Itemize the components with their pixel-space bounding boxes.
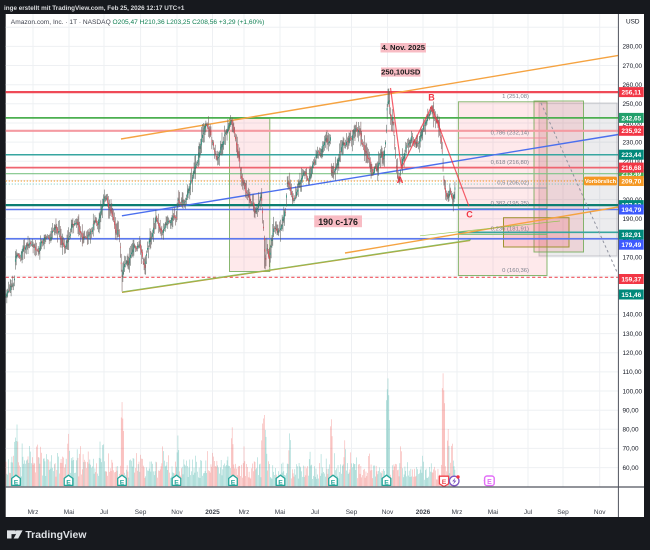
svg-text:159,37: 159,37: [621, 276, 641, 283]
svg-text:220,00: 220,00: [623, 159, 643, 166]
svg-text:E: E: [174, 479, 179, 486]
svg-text:140,00: 140,00: [623, 312, 643, 319]
svg-text:E: E: [231, 479, 236, 486]
svg-text:190 c-176: 190 c-176: [318, 217, 358, 227]
svg-text:E: E: [487, 479, 492, 486]
svg-text:90,00: 90,00: [623, 408, 639, 415]
svg-text:Sep: Sep: [557, 509, 569, 516]
svg-text:0,786 (232,14): 0,786 (232,14): [491, 130, 529, 136]
svg-text:Mai: Mai: [275, 509, 285, 516]
svg-text:270,00: 270,00: [623, 63, 643, 70]
svg-text:120,00: 120,00: [623, 350, 643, 357]
svg-text:2026: 2026: [416, 509, 431, 516]
svg-text:194,79: 194,79: [621, 207, 641, 214]
svg-text:Jul: Jul: [524, 509, 533, 516]
svg-text:USD: USD: [626, 18, 640, 25]
svg-text:Mrz: Mrz: [28, 509, 39, 516]
svg-text:151,46: 151,46: [621, 292, 641, 299]
svg-text:E: E: [14, 479, 19, 486]
svg-text:0,5 (206,02): 0,5 (206,02): [497, 180, 529, 186]
svg-text:E: E: [120, 479, 125, 486]
svg-text:80,00: 80,00: [623, 427, 639, 434]
svg-text:213,49: 213,49: [621, 171, 641, 178]
svg-text:E: E: [442, 479, 447, 486]
svg-text:4. Nov. 2025: 4. Nov. 2025: [382, 43, 426, 52]
svg-text:110,00: 110,00: [623, 369, 643, 376]
svg-text:235,92: 235,92: [621, 128, 641, 135]
svg-text:280,00: 280,00: [623, 44, 643, 51]
svg-text:Mrz: Mrz: [452, 509, 463, 516]
svg-text:240,00: 240,00: [623, 120, 643, 127]
svg-text:130,00: 130,00: [623, 331, 643, 338]
svg-text:230,00: 230,00: [623, 139, 643, 146]
svg-text:179,49: 179,49: [621, 242, 641, 249]
svg-text:E: E: [331, 479, 336, 486]
svg-text:209,70: 209,70: [621, 178, 641, 185]
svg-text:260,00: 260,00: [623, 82, 643, 89]
svg-text:256,11: 256,11: [622, 90, 642, 97]
svg-text:Sep: Sep: [346, 509, 358, 516]
svg-text:0,236 (181,91): 0,236 (181,91): [491, 227, 529, 233]
svg-text:0,618 (216,80): 0,618 (216,80): [491, 160, 529, 166]
svg-text:60,00: 60,00: [623, 465, 639, 472]
svg-text:100,00: 100,00: [623, 388, 643, 395]
svg-text:0 (160,36): 0 (160,36): [502, 268, 529, 274]
svg-text:242,65: 242,65: [621, 115, 641, 122]
svg-text:250,00: 250,00: [623, 101, 643, 108]
svg-text:182,91: 182,91: [621, 232, 641, 239]
svg-text:E: E: [384, 479, 389, 486]
svg-text:0,382 (195,25): 0,382 (195,25): [491, 201, 529, 207]
svg-text:Jul: Jul: [100, 509, 109, 516]
svg-text:TradingView: TradingView: [25, 530, 87, 541]
svg-text:E: E: [278, 479, 283, 486]
svg-text:Jul: Jul: [311, 509, 320, 516]
svg-text:Mai: Mai: [488, 509, 498, 516]
svg-text:1 (251,08): 1 (251,08): [502, 94, 529, 100]
svg-text:B: B: [428, 93, 435, 103]
svg-text:Nov: Nov: [594, 509, 606, 516]
svg-text:Mai: Mai: [64, 509, 74, 516]
svg-text:C: C: [466, 210, 473, 220]
svg-text:170,00: 170,00: [623, 254, 643, 261]
svg-text:190,00: 190,00: [623, 216, 643, 223]
svg-text:223,44: 223,44: [621, 152, 641, 159]
svg-text:2025: 2025: [205, 509, 220, 516]
svg-text:70,00: 70,00: [623, 446, 639, 453]
svg-text:Vorbörslich: Vorbörslich: [585, 179, 617, 185]
svg-text:E: E: [66, 479, 71, 486]
svg-text:A: A: [397, 175, 404, 185]
svg-text:250,10USD: 250,10USD: [381, 67, 421, 76]
svg-text:Amazon.com, Inc. · 1T · NASDAQ: Amazon.com, Inc. · 1T · NASDAQ O205,47 H…: [11, 19, 265, 26]
svg-text:inge erstellt mit TradingView.: inge erstellt mit TradingView.com, Feb 2…: [4, 5, 185, 12]
svg-text:216,68: 216,68: [621, 165, 641, 172]
svg-text:Nov: Nov: [171, 509, 183, 516]
svg-text:Mrz: Mrz: [239, 509, 250, 516]
svg-text:Sep: Sep: [135, 509, 147, 516]
svg-text:Nov: Nov: [382, 509, 394, 516]
